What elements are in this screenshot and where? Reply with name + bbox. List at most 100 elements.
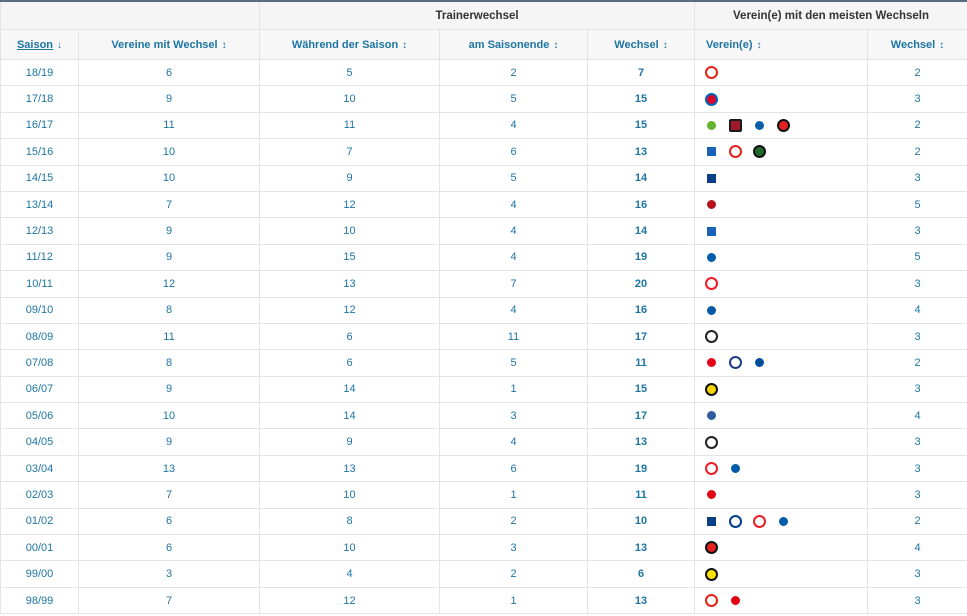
saison-cell[interactable]: 00/01 [0,534,79,562]
vfl-wolfsburg-logo-icon[interactable] [705,118,719,132]
sort-icon: ↕ [402,39,408,51]
table-row: 09/10 8 12 4 16 4 [0,296,967,324]
vfb-stuttgart-logo-icon[interactable] [705,66,719,80]
hamburger-sv-logo-icon[interactable] [705,171,719,185]
waehrend-der-saison-cell: 5 [259,58,440,87]
bayer-leverkusen-logo-icon[interactable] [777,118,791,132]
wechsel-total-cell: 19 [586,243,696,272]
hansa-rostock-logo-icon[interactable] [729,514,743,528]
saison-cell[interactable]: 05/06 [0,402,79,430]
saison-cell[interactable]: 09/10 [0,296,79,324]
energie-cottbus-logo-icon[interactable] [705,356,719,370]
saison-cell[interactable]: 99/00 [0,560,79,588]
vfb-stuttgart-logo-icon[interactable] [729,145,743,159]
hamburger-sv-logo-icon[interactable] [705,514,719,528]
table-row: 11/12 9 15 4 19 5 [0,243,967,272]
kaiserslautern-logo-icon[interactable] [705,488,719,502]
vereine-mit-wechsel-cell: 9 [78,217,260,245]
clubs-cell [694,534,869,562]
vereine-mit-wechsel-cell: 6 [78,58,260,87]
saison-cell[interactable]: 12/13 [0,217,79,245]
table-row: 01/02 6 8 2 10 2 [0,507,967,536]
hertha-bsc-logo-icon[interactable] [777,514,791,528]
club-wechsel-cell: 2 [867,58,967,87]
msv-duisburg-logo-icon[interactable] [705,409,719,423]
waehrend-der-saison-cell: 6 [259,322,440,351]
wechsel-total-cell: 10 [586,507,696,536]
arminia-bielefeld-logo-icon[interactable] [729,356,743,370]
wechsel-total-cell: 13 [586,586,696,615]
saison-cell[interactable]: 14/15 [0,164,79,192]
sort-waehrend-header[interactable]: Während der Saison ↕ [259,29,440,60]
waehrend-der-saison-cell: 15 [259,243,440,272]
clubs-cell [694,111,869,140]
fc-bayern-logo-icon[interactable] [705,92,719,106]
bayer-leverkusen-logo-icon[interactable] [705,541,719,555]
sort-vereine-header[interactable]: Vereine mit Wechsel ↕ [78,29,260,60]
vereine-mit-wechsel-cell: 10 [78,164,260,192]
saison-cell[interactable]: 11/12 [0,243,79,272]
wechsel-total-cell: 11 [586,481,696,509]
clubs-cell [694,402,869,430]
hertha-bsc-logo-icon[interactable] [705,250,719,264]
eintracht-frankfurt-logo-icon[interactable] [729,594,743,607]
wechsel-total-cell: 17 [586,322,696,351]
saison-cell[interactable]: 10/11 [0,270,79,298]
waehrend-der-saison-cell: 7 [259,138,440,166]
hoffenheim-logo-icon[interactable] [705,224,719,238]
saison-cell[interactable]: 02/03 [0,481,79,509]
saison-cell[interactable]: 16/17 [0,111,79,140]
clubs-cell [694,85,869,113]
saison-cell[interactable]: 03/04 [0,454,79,483]
sort-icon: ↕ [756,39,762,51]
vfl-bochum-logo-icon[interactable] [705,303,719,317]
sort-vereine-clubs-header[interactable]: Verein(e) ↕ [694,29,869,60]
wechsel-total-cell: 20 [586,270,696,298]
sort-saisonende-header[interactable]: am Saisonende ↕ [439,29,588,60]
alemannia-aachen-logo-icon[interactable] [705,382,719,396]
fc-koeln-logo-icon[interactable] [705,462,719,476]
waehrend-der-saison-cell: 9 [259,164,440,192]
clubs-cell [694,349,869,377]
saison-cell[interactable]: 01/02 [0,507,79,536]
saison-cell[interactable]: 06/07 [0,375,79,404]
borussia-dortmund-logo-icon[interactable] [705,567,719,581]
waehrend-der-saison-cell: 10 [259,85,440,113]
vereine-mit-wechsel-cell: 7 [78,481,260,509]
wechsel-total-cell: 13 [586,534,696,562]
sort-saison-header[interactable]: Saison ↓ [0,29,79,60]
vereine-label: Vereine mit Wechsel [111,38,218,51]
gladbach-logo-icon[interactable] [705,330,719,344]
waehrend-der-saison-cell: 10 [259,534,440,562]
hoffenheim-logo-icon[interactable] [705,145,719,159]
clubs-cell [694,375,869,404]
am-saisonende-cell: 4 [439,111,588,140]
fc-ingolstadt-logo-icon[interactable] [729,118,743,132]
saison-cell[interactable]: 15/16 [0,138,79,166]
sort-wechsel2-header[interactable]: Wechsel ↕ [867,29,967,60]
wechsel-total-cell: 19 [586,454,696,483]
sort-wechsel-header[interactable]: Wechsel ↕ [586,29,696,60]
fc-nuernberg-logo-icon[interactable] [705,198,719,212]
schalke-04-logo-icon[interactable] [753,356,767,370]
clubs-cell [694,164,869,192]
fc-koeln-logo-icon[interactable] [705,277,719,291]
saison-cell[interactable]: 98/99 [0,586,79,615]
vereine-mit-wechsel-cell: 11 [78,322,260,351]
saison-cell[interactable]: 18/19 [0,58,79,87]
saison-cell[interactable]: 08/09 [0,322,79,351]
darmstadt-logo-icon[interactable] [753,118,767,132]
am-saisonende-cell: 5 [439,164,588,192]
hannover-96-logo-icon[interactable] [753,145,767,159]
fc-koeln-logo-icon[interactable] [753,514,767,528]
saison-cell[interactable]: 07/08 [0,349,79,377]
saison-cell[interactable]: 13/14 [0,190,79,219]
vfb-stuttgart-logo-icon[interactable] [705,594,719,607]
saison-cell[interactable]: 17/18 [0,85,79,113]
hertha-bsc-logo-icon[interactable] [729,462,743,476]
wechsel-label: Wechsel [614,38,659,51]
gladbach-logo-icon[interactable] [705,435,719,449]
vereine-mit-wechsel-cell: 11 [78,111,260,140]
saison-cell[interactable]: 04/05 [0,428,79,456]
club-wechsel-cell: 4 [867,402,967,430]
